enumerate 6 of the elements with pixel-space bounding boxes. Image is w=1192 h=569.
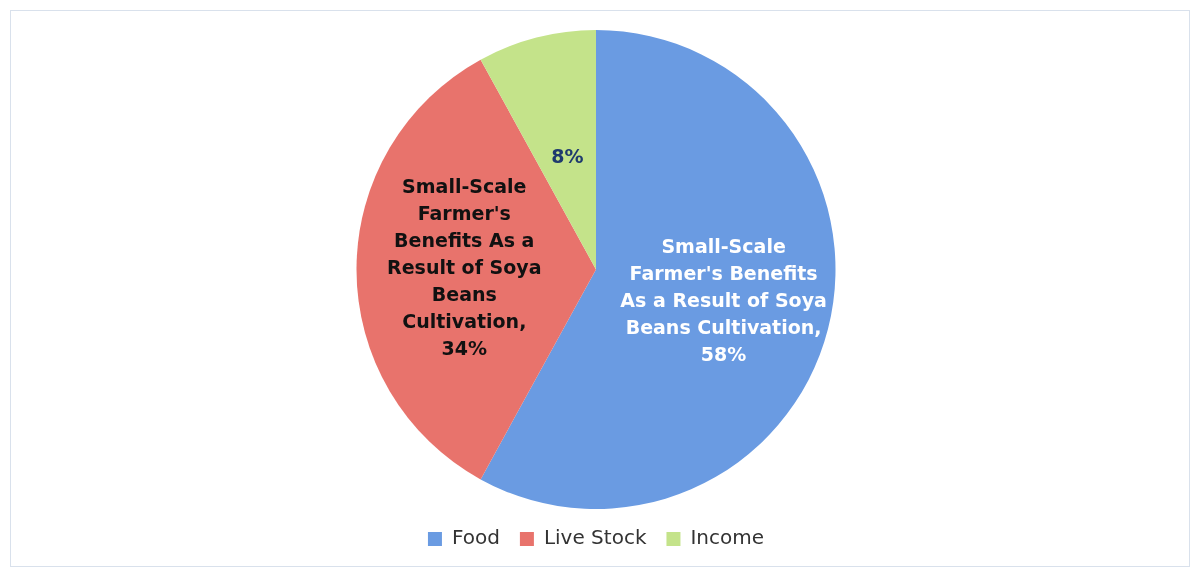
legend-label: Live Stock — [543, 525, 647, 550]
data-label: Small-Scale Farmer's Benefits As a Result of Soya Beans Cultivation, 58% — [620, 235, 827, 366]
legend-label: Income — [690, 525, 765, 550]
data-label: Small-Scale Farmer's Benefits As a Result of Soya Beans Cultivation, 34% — [387, 175, 542, 360]
data-label: 8% — [551, 145, 584, 168]
legend-label: Food — [451, 525, 500, 550]
